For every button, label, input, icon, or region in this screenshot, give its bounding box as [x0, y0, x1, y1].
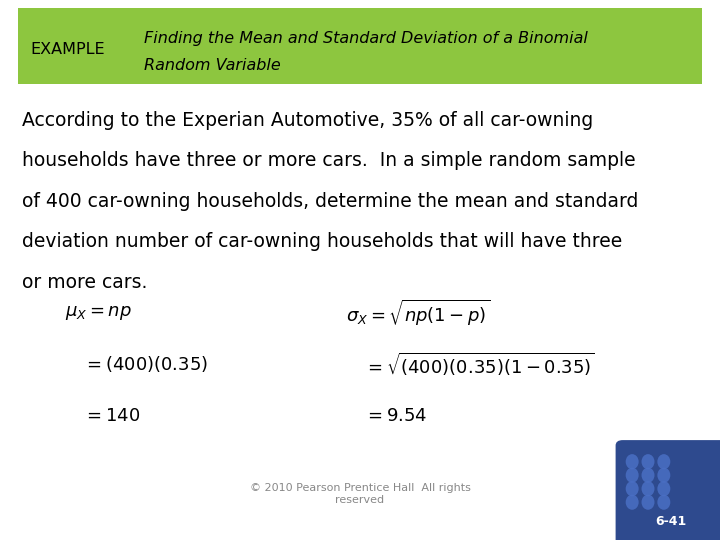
Ellipse shape [657, 454, 670, 469]
Ellipse shape [626, 481, 639, 496]
Ellipse shape [642, 468, 654, 483]
Ellipse shape [626, 454, 639, 469]
Text: $\mu_X = np$: $\mu_X = np$ [65, 304, 132, 322]
Ellipse shape [626, 468, 639, 483]
FancyBboxPatch shape [18, 8, 702, 84]
Text: or more cars.: or more cars. [22, 273, 147, 292]
Ellipse shape [657, 481, 670, 496]
Text: $\sigma_X = \sqrt{np(1-p)}$: $\sigma_X = \sqrt{np(1-p)}$ [346, 298, 490, 328]
Text: $= 140$: $= 140$ [83, 407, 140, 425]
Text: EXAMPLE: EXAMPLE [30, 42, 105, 57]
Ellipse shape [626, 495, 639, 510]
Text: Finding the Mean and Standard Deviation of a Binomial: Finding the Mean and Standard Deviation … [144, 31, 588, 46]
Ellipse shape [657, 495, 670, 510]
FancyBboxPatch shape [616, 440, 720, 540]
Text: households have three or more cars.  In a simple random sample: households have three or more cars. In a… [22, 151, 635, 170]
Text: of 400 car-owning households, determine the mean and standard: of 400 car-owning households, determine … [22, 192, 638, 211]
Text: $= \sqrt{(400)(0.35)(1-0.35)}$: $= \sqrt{(400)(0.35)(1-0.35)}$ [364, 351, 595, 378]
Ellipse shape [642, 481, 654, 496]
Text: $= (400)(0.35)$: $= (400)(0.35)$ [83, 354, 208, 375]
Text: deviation number of car-owning households that will have three: deviation number of car-owning household… [22, 232, 622, 251]
Ellipse shape [642, 454, 654, 469]
Text: According to the Experian Automotive, 35% of all car-owning: According to the Experian Automotive, 35… [22, 111, 593, 130]
Text: 6-41: 6-41 [655, 515, 687, 528]
Ellipse shape [642, 495, 654, 510]
Text: $= 9.54$: $= 9.54$ [364, 407, 427, 425]
Ellipse shape [657, 468, 670, 483]
Text: © 2010 Pearson Prentice Hall  All rights
reserved: © 2010 Pearson Prentice Hall All rights … [250, 483, 470, 505]
Text: Random Variable: Random Variable [144, 58, 281, 73]
